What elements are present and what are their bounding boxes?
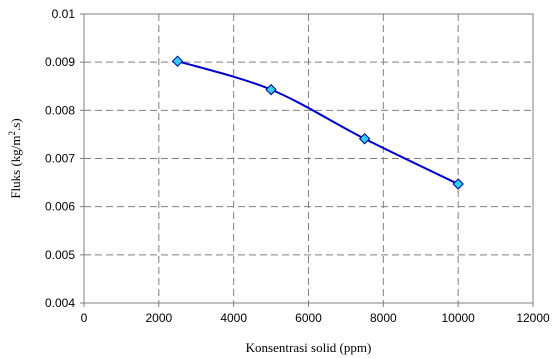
- y-tick-label: 0.008: [45, 103, 75, 117]
- x-tick-label: 8000: [370, 311, 397, 325]
- tick-labels: 0 2000 4000 6000 8000 10000 12000 0.004 0.005 0.0…: [45, 7, 550, 325]
- y-tick-label: 0.007: [45, 152, 75, 166]
- y-axis-title: Fluks (kg/m2.s): [7, 118, 23, 198]
- data-point-marker: [265, 83, 277, 96]
- x-axis-title: Konsentrasi solid (ppm): [246, 340, 372, 355]
- data-point-marker: [171, 55, 184, 67]
- x-tick-label: 6000: [295, 311, 322, 325]
- y-tick-label: 0.004: [45, 296, 75, 310]
- y-tick-label: 0.006: [45, 200, 75, 214]
- axes: [80, 13, 534, 307]
- data-point-marker: [358, 133, 371, 145]
- x-tick-label: 10000: [441, 311, 475, 325]
- grid-lines: [84, 14, 533, 303]
- y-tick-label: 0.01: [52, 7, 76, 21]
- x-tick-label: 4000: [220, 311, 247, 325]
- y-axis-title-suffix: .s): [8, 118, 23, 131]
- series-layer: [171, 55, 464, 190]
- y-axis-title-main: Fluks (kg/m: [8, 135, 23, 198]
- y-axis-title-sup: 2: [7, 131, 17, 136]
- data-point-marker: [452, 178, 464, 190]
- x-tick-label: 0: [81, 311, 88, 325]
- series-line: [177, 60, 459, 185]
- x-tick-label: 12000: [516, 311, 550, 325]
- y-tick-label: 0.005: [45, 248, 75, 262]
- y-tick-label: 0.009: [45, 55, 75, 69]
- x-tick-label: 2000: [145, 311, 172, 325]
